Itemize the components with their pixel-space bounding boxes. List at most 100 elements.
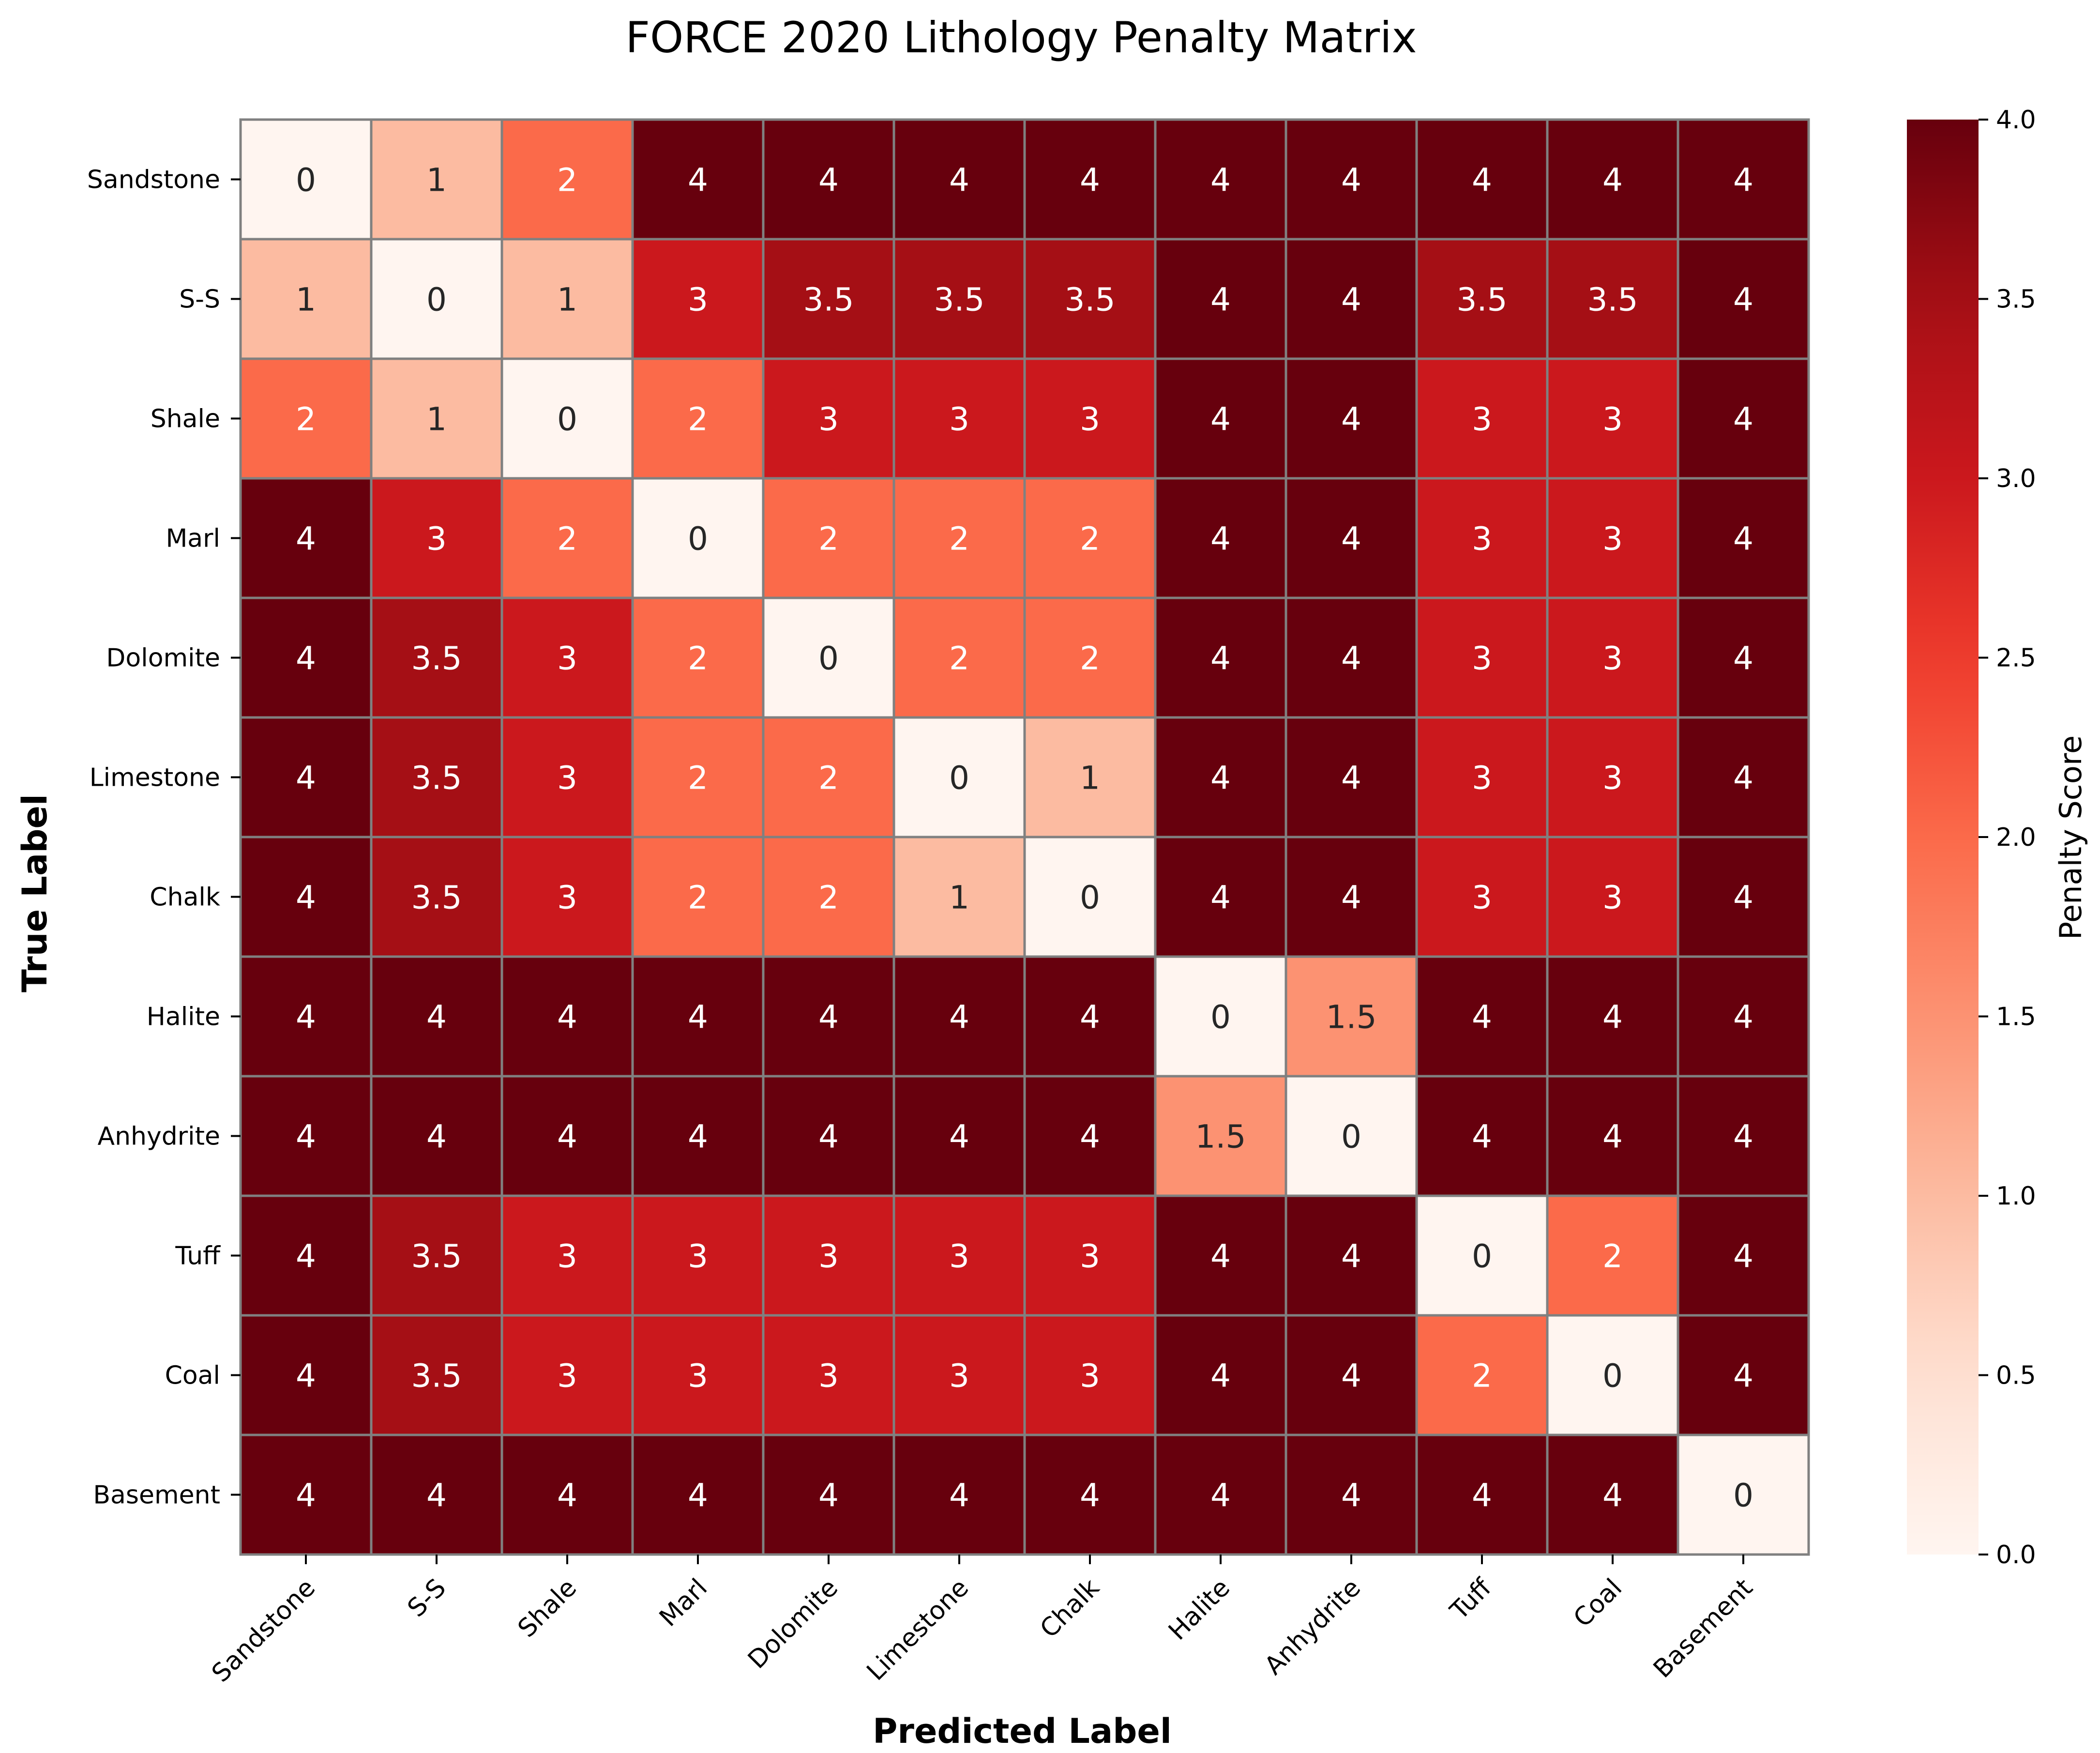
cell-value-label-r0-c11: 4 (1733, 162, 1753, 199)
cell-value-label-r4-c6: 2 (1080, 640, 1100, 677)
heatmap-cell-r4-c2 (500, 596, 634, 719)
heatmap-cell-r9-c11 (1677, 1194, 1810, 1317)
cell-value-label-r11-c4: 4 (818, 1477, 839, 1514)
cell-value-label-r5-c7: 4 (1210, 760, 1231, 797)
cell-value-label-r9-c4: 3 (818, 1238, 839, 1275)
heatmap-cell-r3-c9 (1415, 477, 1549, 599)
cell-value-label-r6-c9: 3 (1472, 879, 1492, 916)
colorbar-tick-label-5: 2.5 (1996, 644, 2036, 673)
heatmap-cell-r6-c1 (370, 836, 503, 958)
heatmap-cell-r6-c6 (1023, 836, 1157, 958)
cell-value-label-r6-c4: 2 (818, 879, 839, 916)
heatmap-cell-r6-c2 (500, 836, 634, 958)
cell-value-label-r3-c10: 3 (1602, 520, 1623, 558)
heatmap-cell-r1-c1 (370, 238, 503, 360)
cell-value-label-r3-c0: 4 (296, 520, 316, 558)
cell-value-label-r1-c8: 4 (1341, 281, 1361, 319)
cell-value-label-r5-c5: 0 (949, 760, 969, 797)
heatmap-cell-r5-c7 (1154, 716, 1287, 838)
cell-value-label-r11-c2: 4 (557, 1477, 577, 1514)
cell-value-label-r0-c6: 4 (1080, 162, 1100, 199)
y-tick-label-4: Dolomite (106, 644, 220, 673)
cell-value-label-r8-c3: 4 (688, 1118, 708, 1156)
heatmap-cell-r7-c3 (631, 955, 765, 1078)
heatmap-cell-r4-c7 (1154, 596, 1287, 719)
heatmap-cell-r4-c1 (370, 596, 503, 719)
cell-value-label-r1-c2: 1 (557, 281, 577, 319)
cell-value-label-r0-c4: 4 (818, 162, 839, 199)
cell-value-label-r2-c7: 4 (1210, 401, 1231, 438)
heatmap-cell-r7-c2 (500, 955, 634, 1078)
cell-value-label-r11-c11: 0 (1733, 1477, 1753, 1514)
colorbar-label: Penalty Score (2053, 735, 2088, 940)
heatmap-cell-r4-c0 (239, 596, 373, 719)
cell-value-label-r1-c10: 3.5 (1587, 281, 1638, 319)
cell-value-label-r6-c11: 4 (1733, 879, 1753, 916)
heatmap-cell-r3-c2 (500, 477, 634, 599)
heatmap-cell-r1-c10 (1546, 238, 1679, 360)
cell-value-label-r2-c10: 3 (1602, 401, 1623, 438)
x-tick-label-7: Halite (1163, 1573, 1236, 1646)
colorbar-tick-label-2: 1.0 (1996, 1182, 2036, 1211)
heatmap-cell-r6-c10 (1546, 836, 1679, 958)
heatmap-cell-r8-c10 (1546, 1075, 1679, 1197)
cell-value-label-r9-c11: 4 (1733, 1238, 1753, 1275)
x-tick-label-6: Chalk (1035, 1573, 1105, 1644)
cell-value-label-r5-c10: 3 (1602, 760, 1623, 797)
heatmap-cell-r8-c7 (1154, 1075, 1287, 1197)
colorbar: 0.0 0.5 1.0 1.5 2.0 2.5 3.0 3.5 4.0 (1907, 106, 2036, 1570)
cell-value-label-r5-c6: 1 (1080, 760, 1100, 797)
cell-value-label-r9-c2: 3 (557, 1238, 577, 1275)
heatmap-cell-r7-c10 (1546, 955, 1679, 1078)
cell-value-label-r9-c1: 3.5 (411, 1238, 462, 1275)
cell-value-label-r5-c8: 4 (1341, 760, 1361, 797)
heatmap-cell-r1-c8 (1284, 238, 1418, 360)
colorbar-tick-label-4: 2.0 (1996, 823, 2036, 852)
heatmap-cell-r8-c5 (892, 1075, 1026, 1197)
colorbar-tick-label-7: 3.5 (1996, 285, 2036, 314)
heatmap-cell-r5-c6 (1023, 716, 1157, 838)
cell-value-label-r2-c2: 0 (557, 401, 577, 438)
cell-value-label-r8-c8: 0 (1341, 1118, 1361, 1156)
cell-value-label-r0-c5: 4 (949, 162, 969, 199)
heatmap-cell-r8-c3 (631, 1075, 765, 1197)
cell-value-label-r7-c3: 4 (688, 999, 708, 1036)
heatmap-cell-r1-c9 (1415, 238, 1549, 360)
cell-value-label-r7-c4: 4 (818, 999, 839, 1036)
cell-value-label-r7-c5: 4 (949, 999, 969, 1036)
cell-value-label-r9-c9: 0 (1472, 1238, 1492, 1275)
cell-value-label-r4-c0: 4 (296, 640, 316, 677)
heatmap-cell-r3-c0 (239, 477, 373, 599)
heatmap-cell-r8-c2 (500, 1075, 634, 1197)
cell-value-label-r2-c1: 1 (426, 401, 447, 438)
heatmap-cell-r10-c0 (239, 1314, 373, 1436)
cell-value-label-r5-c3: 2 (688, 760, 708, 797)
cell-value-label-r8-c4: 4 (818, 1118, 839, 1156)
heatmap-cell-r3-c6 (1023, 477, 1157, 599)
heatmap-cell-r5-c11 (1677, 716, 1810, 838)
cell-value-label-r9-c6: 3 (1080, 1238, 1100, 1275)
cell-value-label-r3-c1: 3 (426, 520, 447, 558)
cell-value-label-r10-c8: 4 (1341, 1357, 1361, 1395)
heatmap-cell-r10-c2 (500, 1314, 634, 1436)
colorbar-tick-label-8: 4.0 (1996, 106, 2036, 135)
cell-value-label-r3-c6: 2 (1080, 520, 1100, 558)
heatmap-cell-r6-c11 (1677, 836, 1810, 958)
cell-value-label-r2-c9: 3 (1472, 401, 1492, 438)
x-tick-label-2: Shale (513, 1573, 582, 1643)
cell-value-label-r3-c2: 2 (557, 520, 577, 558)
y-tick-label-0: Sandstone (87, 166, 220, 195)
cell-value-label-r1-c0: 1 (296, 281, 316, 319)
heatmap-cell-r4-c5 (892, 596, 1026, 719)
x-tick-label-11: Basement (1648, 1573, 1758, 1684)
heatmap-cell-r6-c3 (631, 836, 765, 958)
colorbar-tick-label-3: 1.5 (1996, 1003, 2036, 1032)
heatmap-cell-r3-c11 (1677, 477, 1810, 599)
cell-value-label-r11-c3: 4 (688, 1477, 708, 1514)
heatmap-cell-r11-c5 (892, 1433, 1026, 1556)
heatmap-cell-r8-c6 (1023, 1075, 1157, 1197)
cell-value-label-r8-c2: 4 (557, 1118, 577, 1156)
cell-value-label-r2-c6: 3 (1080, 401, 1100, 438)
cell-value-label-r6-c5: 1 (949, 879, 969, 916)
cell-value-label-r4-c5: 2 (949, 640, 969, 677)
